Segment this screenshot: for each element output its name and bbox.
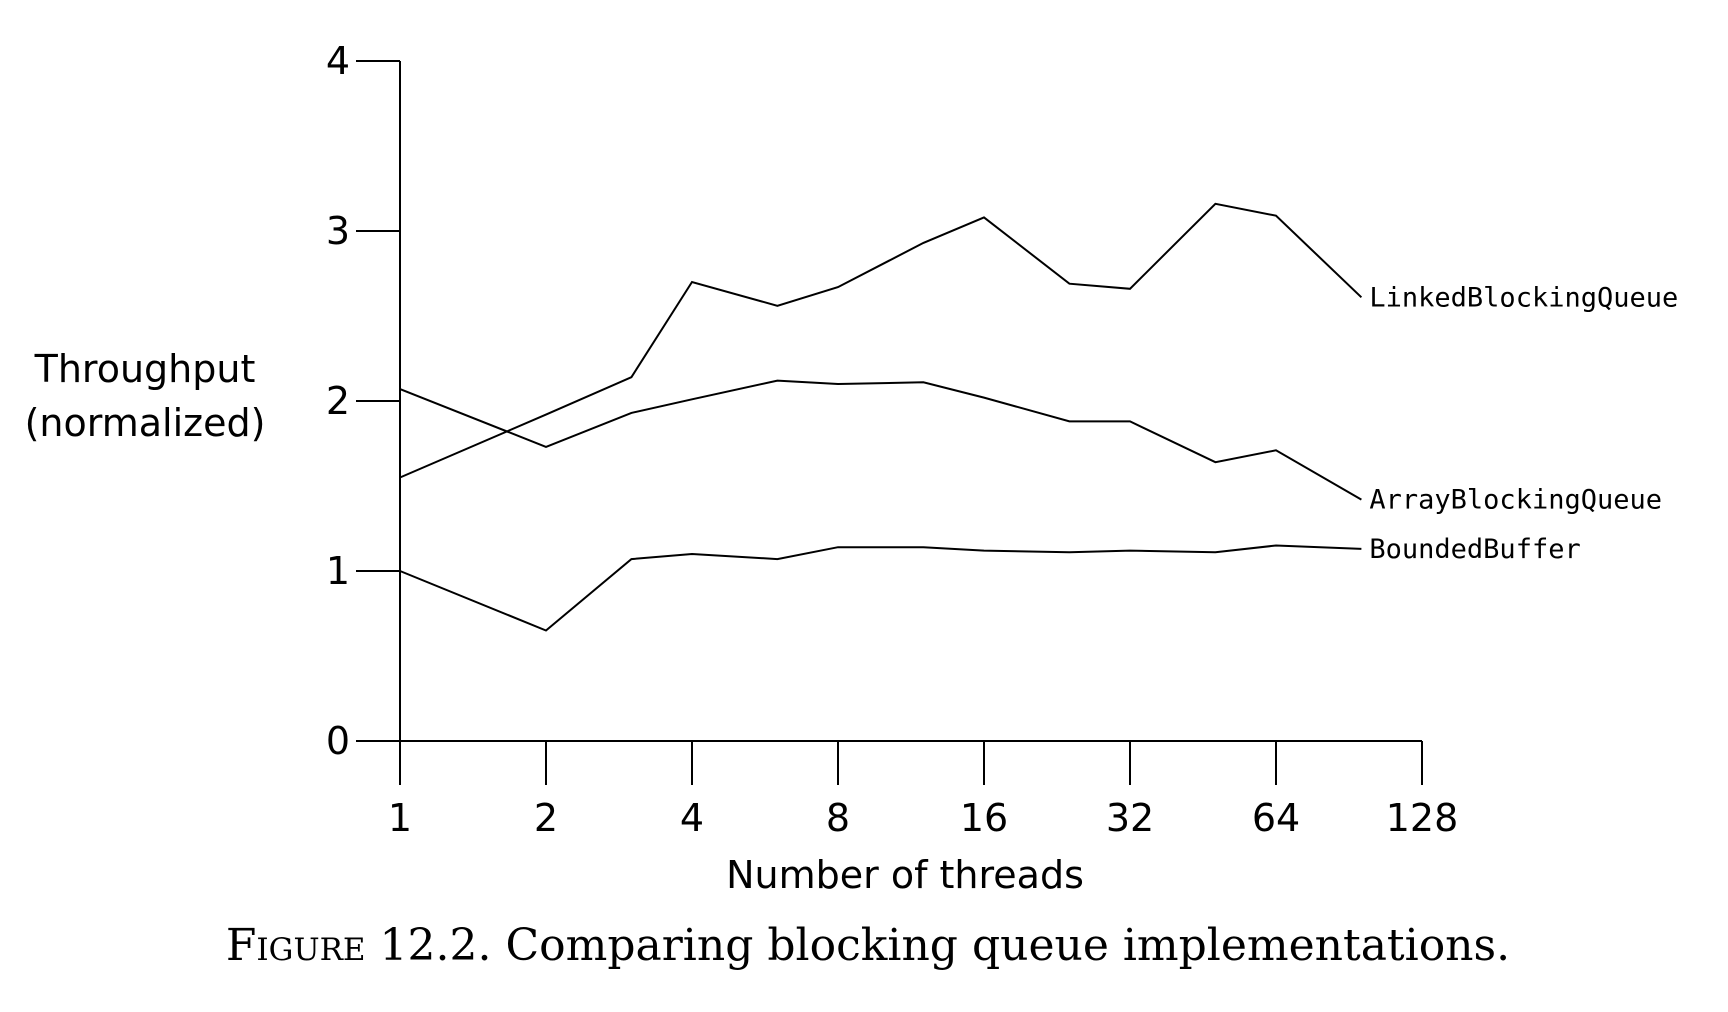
x-tick-label: 4 — [680, 796, 704, 840]
y-tick-label: 0 — [326, 719, 350, 763]
y-tick-label: 2 — [326, 379, 350, 423]
x-tick-label: 1 — [388, 796, 412, 840]
y-tick-label: 1 — [326, 549, 350, 593]
series-line-boundedbuffer — [399, 544, 1362, 632]
series-label-boundedbuffer: BoundedBuffer — [1369, 534, 1580, 565]
x-axis-label: Number of threads — [726, 853, 1084, 897]
x-tick-label: 128 — [1386, 796, 1459, 840]
x-tick-label: 2 — [534, 796, 558, 840]
y-tick-label: 3 — [326, 209, 350, 253]
y-tick-label: 4 — [326, 39, 350, 83]
y-axis-label-line2: (normalized) — [25, 401, 266, 445]
series-line-arrayblockingqueue — [399, 379, 1362, 501]
y-axis-label-line1: Throughput — [34, 347, 256, 391]
x-tick-label: 32 — [1106, 796, 1154, 840]
series-label-linkedblockingqueue: LinkedBlockingQueue — [1369, 282, 1678, 313]
x-tick-label: 8 — [826, 796, 850, 840]
figure-caption-lead: Figure — [226, 920, 366, 971]
x-tick-label: 64 — [1252, 796, 1300, 840]
series-label-arrayblockingqueue: ArrayBlockingQueue — [1369, 485, 1662, 516]
x-tick-label: 16 — [960, 796, 1008, 840]
figure-caption-text: 12.2. Comparing blocking queue implement… — [366, 920, 1511, 971]
figure-caption: Figure 12.2. Comparing blocking queue im… — [226, 920, 1510, 971]
series-lines: LinkedBlockingQueue ArrayBlockingQueue Bou… — [399, 202, 1678, 632]
series-line-linkedblockingqueue — [399, 202, 1363, 479]
